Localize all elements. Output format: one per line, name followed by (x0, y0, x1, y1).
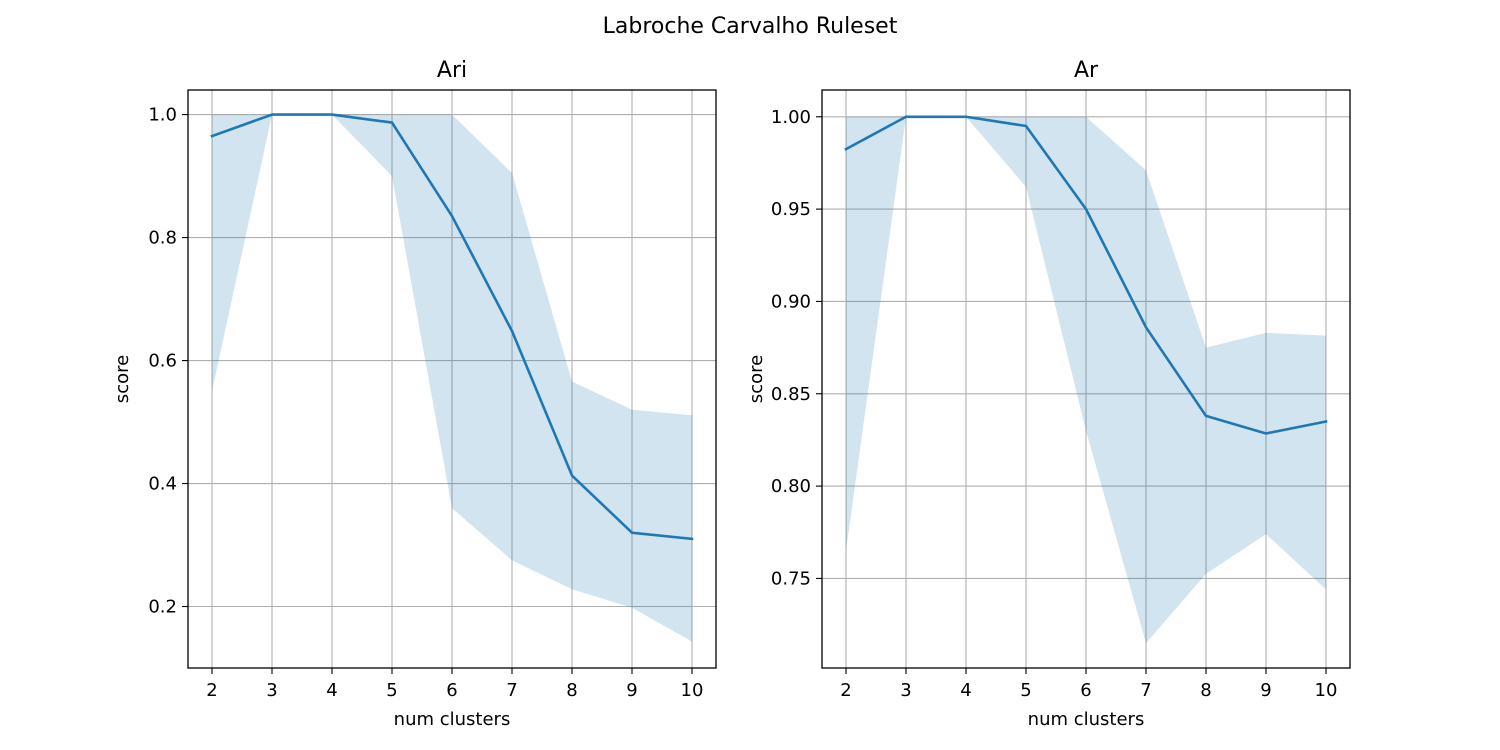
x-tick-label: 2 (206, 680, 217, 701)
y-tick-label: 0.80 (771, 476, 811, 497)
y-tick-label: 0.95 (771, 199, 811, 220)
x-axis-label: num clusters (1028, 709, 1145, 730)
y-axis-label: score (746, 355, 767, 403)
y-tick-label: 0.4 (148, 474, 177, 495)
x-tick-label: 9 (1260, 680, 1271, 701)
x-tick-label: 3 (900, 680, 911, 701)
y-tick-label: 0.6 (148, 351, 177, 372)
x-tick-label: 10 (681, 680, 704, 701)
x-tick-label: 6 (446, 680, 457, 701)
y-tick-label: 0.8 (148, 228, 177, 249)
subplot-1: 2 3 4 5 6 7 8 9 10 0.2 0.4 0.6 0.8 1.0 Ari num clusters… (112, 58, 717, 730)
subplot-title: Ar (1074, 58, 1099, 83)
x-tick-label: 5 (1020, 680, 1031, 701)
x-tick-label: 3 (266, 680, 277, 701)
x-tick-label: 8 (566, 680, 577, 701)
subplot-2: 2 3 4 5 6 7 8 9 10 0.75 0.80 0.85 0.90 0.95 1.00 Ar num … (746, 58, 1351, 730)
confidence-band (846, 116, 1326, 644)
x-tick-label: 8 (1200, 680, 1211, 701)
x-tick-label: 4 (960, 680, 971, 701)
subplot-title: Ari (437, 58, 467, 83)
y-axis-label: score (112, 355, 133, 403)
x-tick-label: 6 (1080, 680, 1091, 701)
y-tick-label: 0.2 (148, 597, 177, 618)
mean-score-line (844, 115, 1328, 435)
y-tick-label: 1.00 (771, 107, 811, 128)
y-tick-label: 0.85 (771, 384, 811, 405)
confidence-band (212, 114, 692, 642)
mean-score-line (210, 113, 694, 541)
x-tick-label: 2 (840, 680, 851, 701)
x-tick-label: 4 (326, 680, 337, 701)
x-tick-label: 9 (626, 680, 637, 701)
x-axis-label: num clusters (394, 709, 511, 730)
figure-suptitle: Labroche Carvalho Ruleset (603, 14, 898, 39)
x-tick-label: 7 (506, 680, 517, 701)
x-tick-label: 7 (1140, 680, 1151, 701)
y-tick-label: 1.0 (148, 105, 177, 126)
x-tick-label: 10 (1315, 680, 1338, 701)
x-tick-label: 5 (386, 680, 397, 701)
y-tick-label: 0.90 (771, 291, 811, 312)
y-tick-label: 0.75 (771, 568, 811, 589)
